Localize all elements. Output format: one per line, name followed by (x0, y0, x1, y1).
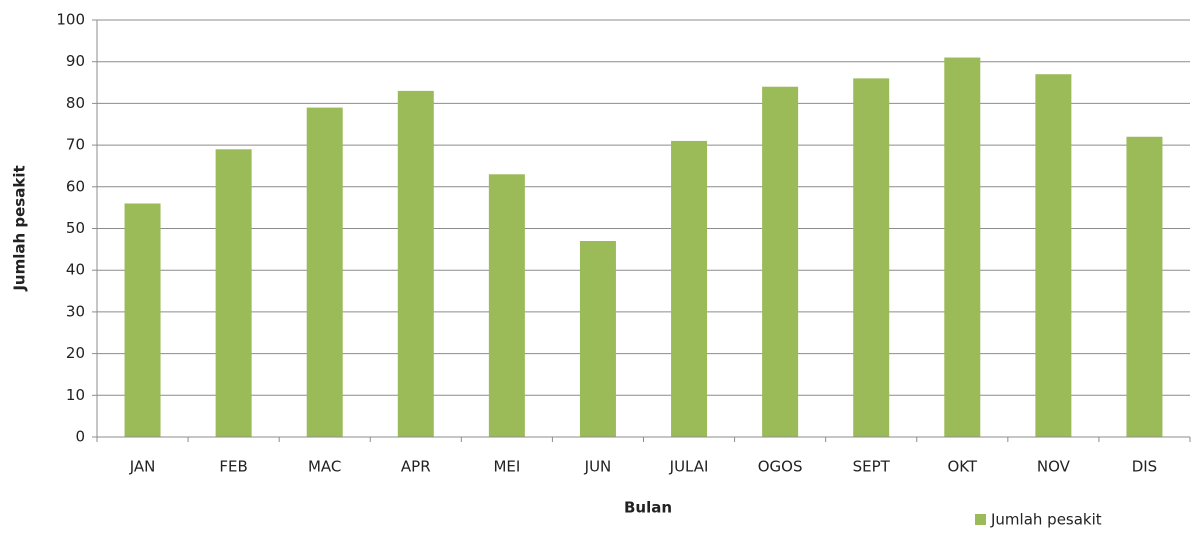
y-axis-title: Jumlah pesakit (11, 165, 29, 291)
bar (124, 203, 161, 437)
bar (762, 86, 799, 437)
x-tick-label: JUN (584, 458, 612, 476)
x-tick-label: FEB (219, 458, 247, 476)
bar (671, 140, 708, 437)
x-tick-label: SEPT (853, 458, 891, 476)
bar (215, 149, 252, 437)
x-tick-label: MEI (493, 458, 520, 476)
x-tick-label: DIS (1132, 458, 1158, 476)
x-axis-title: Bulan (624, 499, 672, 517)
y-tick-label: 90 (66, 52, 85, 70)
x-tick-label: OGOS (758, 458, 803, 476)
y-tick-label: 100 (56, 11, 85, 29)
x-tick-label: OKT (947, 458, 977, 476)
x-tick-label: APR (401, 458, 431, 476)
bar (944, 57, 981, 437)
bar (397, 90, 434, 437)
y-tick-label: 10 (66, 386, 85, 404)
x-tick-label: NOV (1037, 458, 1071, 476)
bar (1035, 74, 1072, 438)
legend-swatch (975, 514, 986, 525)
y-tick-label: 50 (66, 219, 85, 237)
bar (1126, 136, 1163, 437)
y-tick-label: 20 (66, 344, 85, 362)
y-tick-label: 80 (66, 94, 85, 112)
y-tick-label: 70 (66, 136, 85, 154)
y-tick-label: 30 (66, 302, 85, 320)
bar (579, 241, 616, 437)
bar (853, 78, 890, 437)
x-tick-label: JAN (129, 458, 156, 476)
bar (306, 107, 343, 437)
legend-label: Jumlah pesakit (990, 511, 1102, 529)
y-tick-label: 40 (66, 261, 85, 279)
y-tick-label: 60 (66, 177, 85, 195)
x-tick-label: MAC (308, 458, 341, 476)
x-tick-label: JULAI (669, 458, 709, 476)
bar (488, 174, 525, 438)
y-tick-label: 0 (75, 428, 85, 446)
